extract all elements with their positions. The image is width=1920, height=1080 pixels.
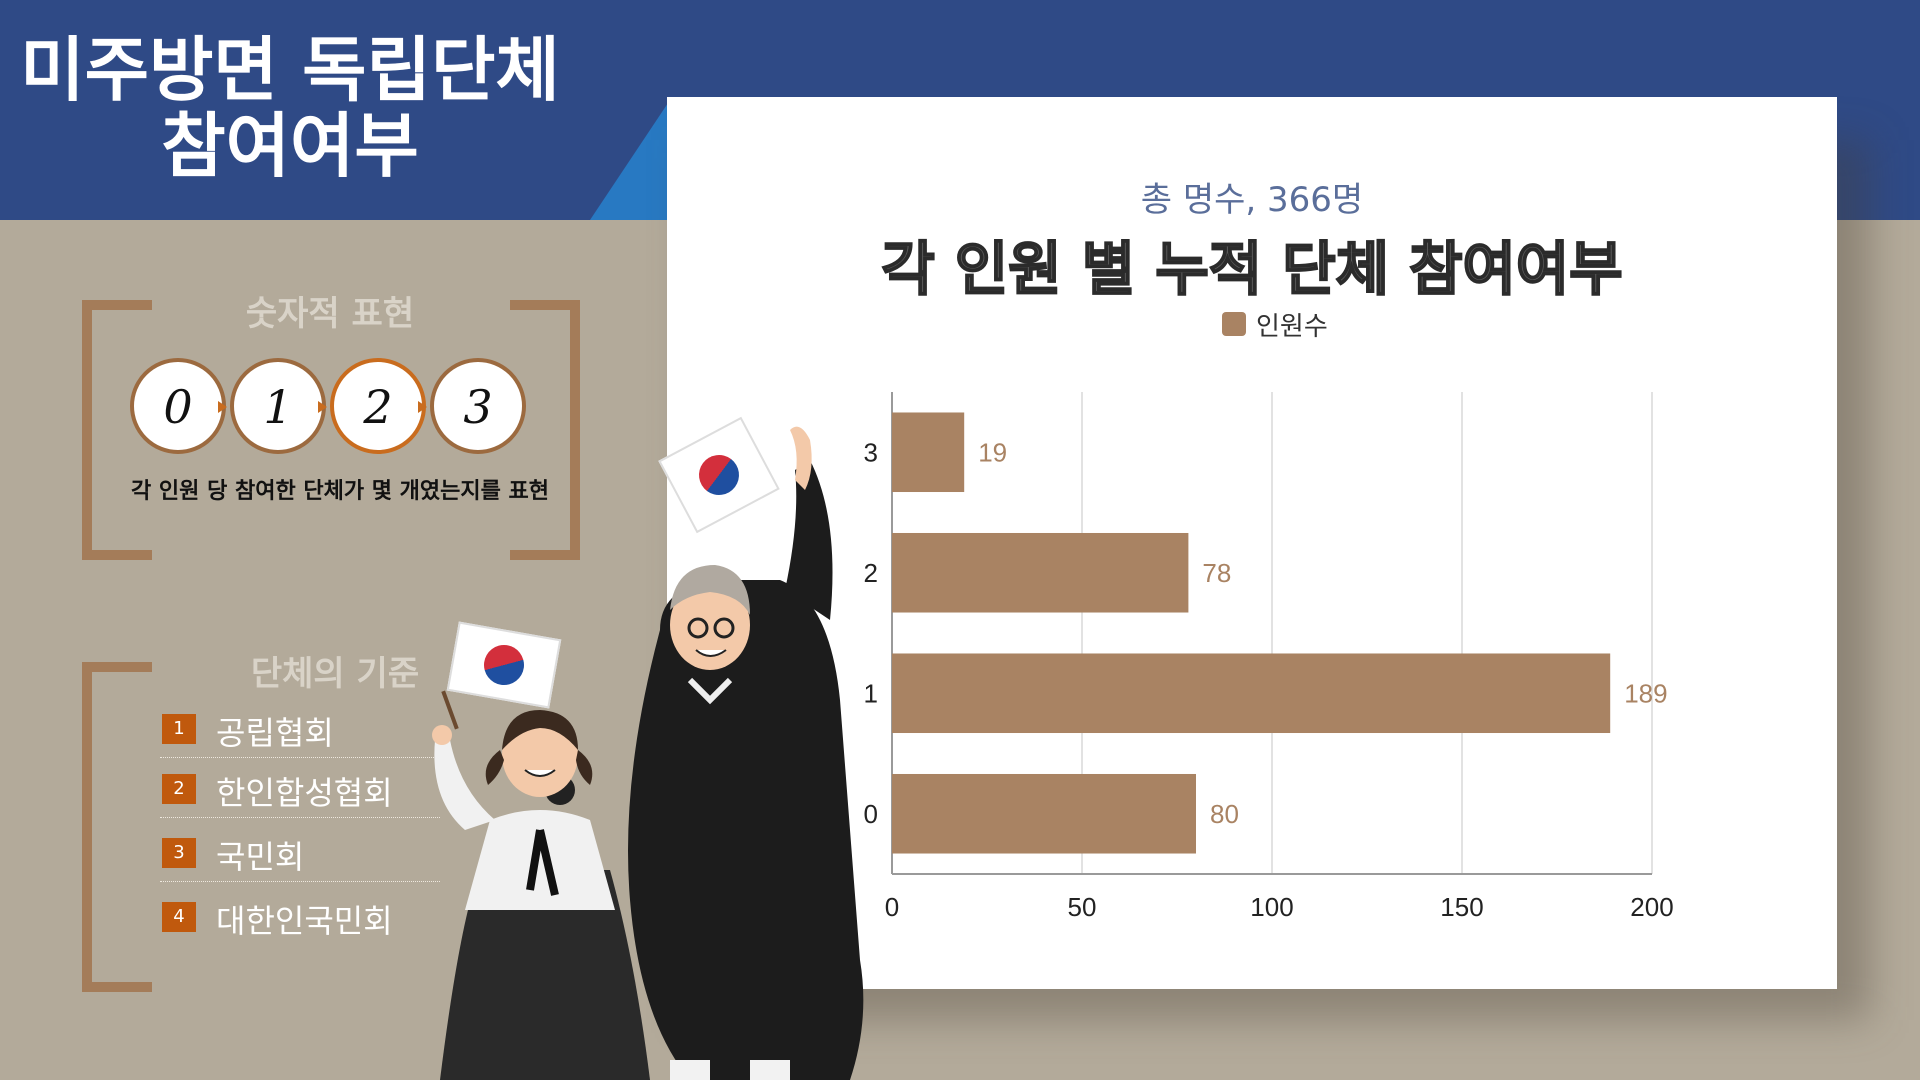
criteria-number: 2	[162, 774, 196, 804]
circle-2: 2	[330, 358, 426, 454]
girl-illustration	[432, 710, 650, 1080]
criteria-label: 국민회	[216, 838, 305, 876]
criteria-item: 3 국민회	[160, 826, 440, 882]
page-title: 미주방면 독립단체 참여여부	[0, 32, 580, 184]
criteria-number: 3	[162, 838, 196, 868]
numeric-bracket-right	[510, 300, 580, 560]
bar	[892, 412, 965, 493]
y-tick-label: 1	[864, 678, 878, 708]
page-title-line2: 참여여부	[161, 105, 419, 187]
criteria-label: 한인합성협회	[216, 774, 393, 812]
criteria-bracket-left	[82, 662, 152, 992]
x-tick-label: 0	[885, 892, 899, 922]
criteria-item: 4 대한인국민회	[160, 890, 440, 946]
arrow-icon	[318, 401, 327, 413]
grandfather-illustration	[628, 426, 864, 1080]
y-tick-label: 0	[864, 799, 878, 829]
divider	[160, 757, 440, 758]
criteria-number: 4	[162, 902, 196, 932]
divider	[160, 817, 440, 818]
criteria-number: 1	[162, 714, 196, 744]
bar	[892, 653, 1611, 734]
criteria-label: 대한인국민회	[216, 902, 393, 940]
chart-title: 각 인원 별 누적 단체 참여여부	[880, 234, 1623, 304]
chart-subtitle: 총 명수, 366명	[1140, 180, 1364, 220]
y-tick-label: 3	[864, 437, 878, 467]
circle-3: 3	[430, 358, 526, 454]
numeric-bracket-left	[82, 300, 152, 560]
criteria-item: 1 공립협회	[160, 702, 440, 758]
divider	[160, 881, 440, 882]
y-tick-label: 2	[864, 558, 878, 588]
arrow-icon	[418, 401, 427, 413]
criteria-label: 공립협회	[216, 714, 334, 752]
numeric-section-title: 숫자적 표현	[245, 294, 415, 334]
page-title-line1: 미주방면 독립단체	[20, 29, 560, 111]
criteria-section-title: 단체의 기준	[250, 654, 420, 694]
data-label: 19	[978, 437, 1007, 467]
circle-1: 1	[230, 358, 326, 454]
data-label: 78	[1202, 558, 1231, 588]
criteria-item: 2 한인합성협회	[160, 762, 440, 818]
x-tick-label: 100	[1250, 892, 1293, 922]
circle-0: 0	[130, 358, 226, 454]
bar	[892, 532, 1189, 613]
taeguk-icon	[479, 640, 529, 690]
data-label: 189	[1624, 678, 1667, 708]
x-tick-label: 50	[1068, 892, 1097, 922]
data-label: 80	[1210, 799, 1239, 829]
bar	[892, 773, 1196, 854]
header-accent	[590, 100, 670, 220]
numeric-description: 각 인원 당 참여한 단체가 몇 개였는지를 표현	[131, 479, 549, 504]
legend-swatch	[1222, 312, 1246, 336]
arrow-icon	[218, 401, 227, 413]
taeguk-icon	[690, 446, 748, 504]
x-tick-label: 150	[1440, 892, 1483, 922]
legend-label: 인원수	[1256, 312, 1328, 342]
x-tick-label: 200	[1630, 892, 1673, 922]
chart-card	[667, 97, 1837, 989]
